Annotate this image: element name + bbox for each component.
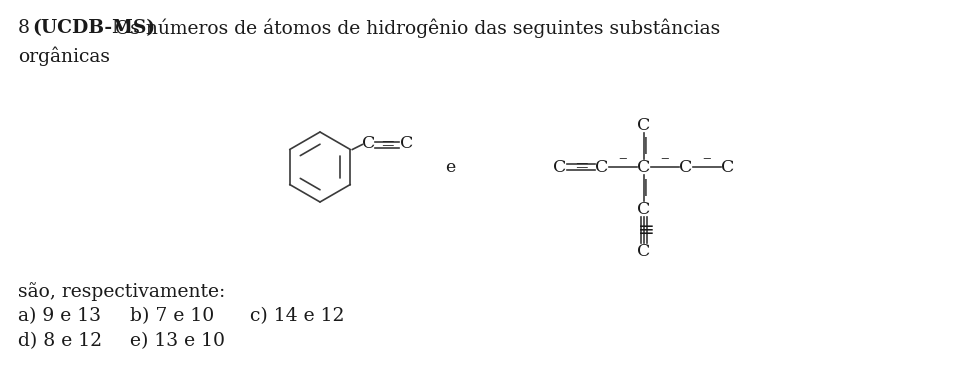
Text: (UCDB-MS): (UCDB-MS)	[32, 19, 155, 37]
Text: –: –	[661, 150, 670, 167]
Text: C: C	[637, 159, 651, 175]
Text: são, respectivamente:: são, respectivamente:	[18, 282, 225, 301]
Text: =: =	[380, 136, 394, 153]
Text: =: =	[574, 159, 589, 175]
Text: |: |	[643, 179, 649, 196]
Text: Os números de átomos de hidrogênio das seguintes substâncias: Os números de átomos de hidrogênio das s…	[115, 19, 720, 39]
Text: |: |	[643, 138, 649, 155]
Text: C: C	[721, 159, 735, 175]
Text: C: C	[637, 116, 651, 134]
Text: C: C	[362, 135, 375, 152]
Text: orgânicas: orgânicas	[18, 47, 110, 66]
Text: –: –	[619, 150, 628, 167]
Text: e: e	[445, 159, 455, 175]
Text: 8: 8	[18, 19, 30, 37]
Text: C: C	[679, 159, 693, 175]
Text: b) 7 e 10: b) 7 e 10	[130, 307, 215, 325]
Text: C: C	[399, 135, 413, 152]
Text: ≡: ≡	[637, 221, 655, 240]
Text: C: C	[637, 200, 651, 218]
Text: C: C	[637, 243, 651, 259]
Text: e) 13 e 10: e) 13 e 10	[130, 332, 225, 350]
Text: c) 14 e 12: c) 14 e 12	[250, 307, 345, 325]
Text: d) 8 e 12: d) 8 e 12	[18, 332, 102, 350]
Text: a) 9 e 13: a) 9 e 13	[18, 307, 101, 325]
Text: C: C	[553, 159, 567, 175]
Text: –: –	[703, 150, 712, 167]
Text: C: C	[595, 159, 609, 175]
